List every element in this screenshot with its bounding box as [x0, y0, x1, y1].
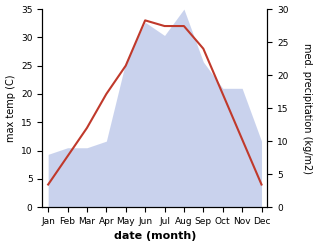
Y-axis label: med. precipitation (kg/m2): med. precipitation (kg/m2) [302, 43, 313, 174]
Y-axis label: max temp (C): max temp (C) [5, 74, 16, 142]
X-axis label: date (month): date (month) [114, 231, 196, 242]
